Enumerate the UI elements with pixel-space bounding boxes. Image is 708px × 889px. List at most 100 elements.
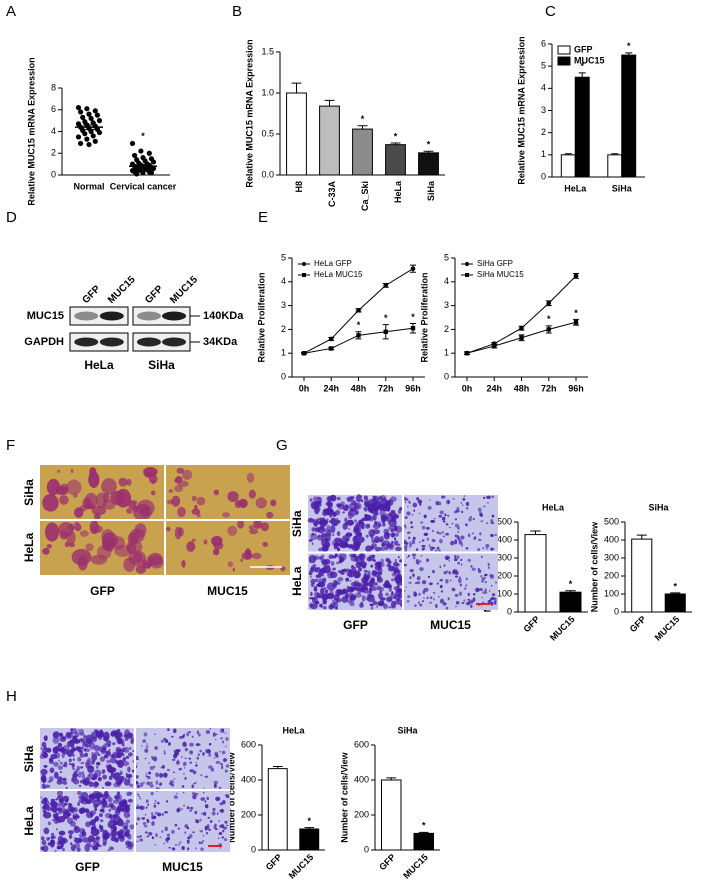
cell-blob [333,522,338,527]
cell-blob [490,584,493,587]
cell-blob [220,824,225,829]
cell-blob [86,765,89,769]
cell-blob [175,844,178,846]
cell-blob [225,733,227,735]
cell-blob [56,828,58,831]
chart-title: HeLa [282,725,305,735]
cell-blob [213,489,220,496]
cell-blob [122,827,129,836]
cell-blob [73,837,77,840]
cell-blob [172,771,175,774]
cell-blob [68,763,72,766]
cell-blob [191,495,197,502]
cell-blob [87,765,95,773]
cell-blob [344,517,348,523]
cell-blob [128,805,130,808]
cell-blob [336,503,342,508]
cell-blob [105,750,111,756]
cell-blob [171,847,176,851]
cell-blob [142,739,147,743]
cell-blob [123,810,130,819]
cell-blob [93,781,99,788]
cell-blob [42,547,50,555]
cell-blob [126,478,132,486]
y-tick-label: 200 [241,809,256,819]
cell-blob [378,572,383,575]
cell-blob [195,847,197,850]
cell-blob [200,841,204,845]
cell-blob [205,831,209,835]
cell-blob [439,565,442,569]
cell-blob [92,736,97,743]
cell-blob [184,757,187,760]
cell-blob [381,542,386,547]
cell-blob [177,759,179,762]
cell-blob [144,831,148,834]
cell-blob [173,795,178,800]
cell-blob [220,763,223,766]
legend-label: GFP [574,44,593,54]
cell-blob [374,546,382,552]
cell-blob [78,828,86,834]
cell-blob [155,787,158,789]
data-point [464,351,470,356]
cell-blob [312,496,319,502]
cell-blob [313,522,318,527]
cell-blob [378,495,383,500]
cell-blob [124,729,131,739]
cell-blob [71,736,78,742]
cell-blob [457,578,462,583]
significance: * [411,312,415,322]
cell-blob [390,509,396,514]
cell-blob [393,532,400,537]
cell-blob [91,759,96,763]
cell-blob [241,551,253,560]
cell-blob [416,497,420,501]
blot-box [69,332,129,352]
cell-blob [435,603,438,609]
cell-blob [183,733,186,737]
cell-blob [448,571,452,575]
cell-blob [453,571,456,574]
cell-blob [479,513,483,516]
cell-blob [485,544,490,548]
cell-blob [372,514,377,521]
cell-blob [42,845,49,852]
error-bar [670,592,681,594]
cell-blob [59,761,63,765]
x-tick-label: HeLa [393,180,403,203]
cell-blob [428,543,431,547]
cell-blob [480,520,484,523]
cell-blob [441,516,446,521]
cell-blob [439,538,443,544]
cell-blob [114,837,119,843]
cell-blob [445,607,449,610]
cell-blob [82,497,92,509]
cell-blob [388,518,397,527]
y-tick-label: 200 [354,809,369,819]
cell-blob [490,601,494,606]
cell-blob [410,521,413,525]
cell-blob [163,842,165,845]
cell-blob [58,830,66,836]
bar [574,76,590,178]
cell-blob [408,536,411,540]
cell-blob [97,733,103,741]
cell-blob [96,765,99,769]
cell-blob [388,525,397,531]
cell-blob [129,783,134,787]
cell-blob [147,803,150,806]
cell-blob [227,561,234,568]
cell-blob [409,541,411,543]
cell-blob [341,596,349,603]
cell-blob [487,502,489,504]
cell-blob [107,796,113,803]
cell-blob [168,489,174,493]
error-bar [578,72,586,78]
cell-blob [101,478,117,495]
cell-blob [56,486,69,496]
cell-blob [341,535,350,543]
cell-blob [186,732,190,737]
cell-blob [438,595,440,598]
cell-blob [105,764,109,769]
